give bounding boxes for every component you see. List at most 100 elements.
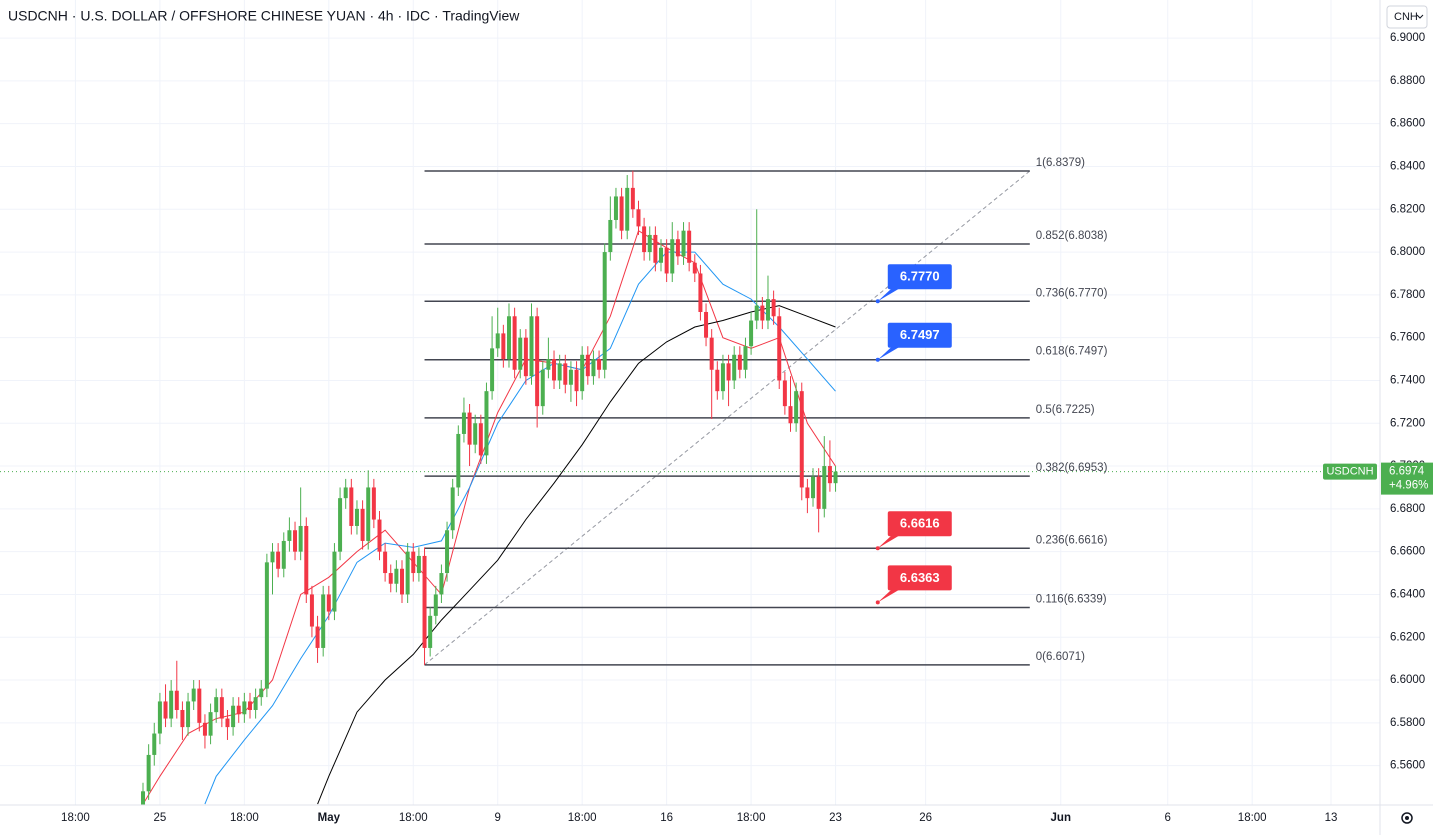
currency-label: CNH [1394, 11, 1418, 23]
candle-body [805, 487, 810, 499]
candle-body [467, 412, 472, 445]
candle-body [546, 359, 551, 370]
candle-body [394, 568, 399, 584]
fib-label: 0.382(6.6953) [1036, 462, 1108, 474]
y-tick-label: 6.6800 [1390, 503, 1425, 515]
candle-body [141, 791, 146, 805]
candle-body [512, 316, 517, 370]
x-tick-label: 25 [154, 812, 167, 824]
symbol-badge [1323, 463, 1377, 480]
y-tick-label: 6.5800 [1390, 717, 1425, 729]
candle-body [186, 701, 191, 728]
x-tick-label: 18:00 [568, 812, 597, 824]
candle-body [799, 391, 804, 488]
candle-body [743, 346, 748, 370]
callout-anchor [875, 600, 880, 605]
x-tick-label: May [318, 812, 341, 824]
callout-tail [877, 535, 900, 549]
fib-label: 0.618(6.7497) [1036, 346, 1108, 358]
candle-body [771, 299, 776, 317]
callout-box [887, 264, 952, 290]
fib-label: 0.5(6.7225) [1036, 404, 1095, 416]
candle-body [630, 187, 635, 210]
candle-body [760, 305, 765, 321]
candle-body [715, 369, 720, 392]
callout-anchor [875, 546, 880, 551]
candle-body [473, 423, 478, 445]
candle-body [422, 555, 427, 648]
candle-body [349, 487, 354, 526]
candle-body [552, 359, 557, 381]
candle-body [191, 688, 196, 702]
candle-body [529, 316, 534, 377]
callout-tail [877, 589, 900, 603]
candle-body [202, 722, 207, 736]
candle-body [670, 239, 675, 274]
candle-body [535, 316, 540, 407]
fib-label: 0.236(6.6616) [1036, 534, 1108, 546]
candle-body [726, 363, 731, 381]
candle-body [428, 615, 433, 648]
candle-body [411, 551, 416, 574]
y-tick-label: 6.8000 [1390, 246, 1425, 258]
candle-body [264, 562, 269, 689]
candle-body [388, 573, 393, 584]
x-tick-label: 18:00 [1238, 812, 1267, 824]
x-tick-label: 18:00 [230, 812, 259, 824]
x-tick-label: 23 [829, 812, 842, 824]
candle-body [433, 594, 438, 616]
candle-body [326, 594, 331, 612]
candle-body [383, 551, 388, 574]
candle-body [822, 466, 827, 509]
moving-average [142, 229, 836, 805]
settings-icon[interactable] [1401, 812, 1413, 824]
moving-average [204, 251, 836, 805]
candle-body [698, 273, 703, 312]
fib-label: 0.736(6.7770) [1036, 287, 1108, 299]
y-tick-label: 6.9000 [1390, 32, 1425, 44]
candle-body [704, 311, 709, 338]
candle-body [737, 354, 742, 370]
callout-box [887, 565, 952, 591]
candle-body [720, 363, 725, 392]
callout-box [887, 322, 952, 348]
price-badge [1381, 462, 1433, 495]
candle-body [354, 508, 359, 526]
y-tick-label: 6.8200 [1390, 203, 1425, 215]
fib-label: 1(6.8379) [1036, 157, 1085, 169]
candle-body [490, 348, 495, 392]
candle-body [597, 359, 602, 370]
x-tick-label: 6 [1165, 812, 1171, 824]
candle-body [709, 337, 714, 370]
candle-body [461, 412, 466, 434]
fib-label: 0.852(6.8038) [1036, 230, 1108, 242]
candle-body [580, 354, 585, 392]
callout-label: 6.6616 [900, 516, 940, 531]
moving-average [317, 305, 836, 805]
candle-body [377, 519, 382, 552]
callout-label: 6.7770 [900, 269, 940, 284]
candle-body [180, 709, 185, 728]
candle-body [456, 433, 461, 488]
y-tick-label: 6.6200 [1390, 631, 1425, 643]
candle-body [231, 705, 236, 728]
candle-body [816, 476, 821, 509]
y-tick-label: 6.8400 [1390, 161, 1425, 173]
candle-body [523, 337, 528, 377]
candle-body [247, 701, 252, 710]
callout-anchor [875, 357, 880, 362]
candle-body [585, 354, 590, 377]
y-tick-label: 6.7200 [1390, 417, 1425, 429]
callout-tail [877, 346, 900, 360]
candle-body [811, 476, 816, 499]
candle-body [636, 209, 641, 227]
candle-body [749, 320, 754, 347]
y-tick-label: 6.8800 [1390, 75, 1425, 87]
candle-body [625, 187, 630, 231]
candle-body [219, 697, 224, 719]
candle-body [276, 551, 281, 569]
currency-button[interactable] [1386, 5, 1428, 29]
candle-body [146, 754, 151, 792]
